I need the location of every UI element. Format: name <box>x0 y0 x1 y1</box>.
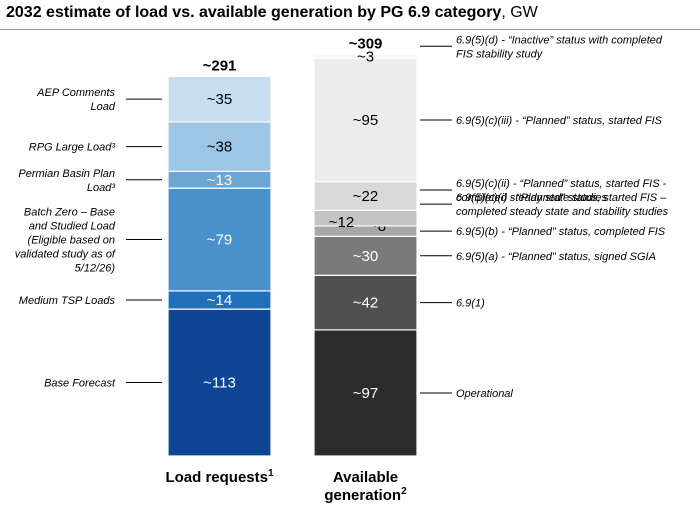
segment-annotation: Medium TSP Loads <box>19 295 116 307</box>
segment-value-label: ~79 <box>207 232 232 249</box>
category-label-load-requests: Load requests1 <box>165 468 274 486</box>
segment-annotation: Operational <box>456 388 513 400</box>
bar-segment-available-generation-7 <box>313 57 418 183</box>
segment-value-label: ~38 <box>207 139 232 156</box>
segment-annotation: 6.9(5)(a) - “Planned” status, signed SGI… <box>456 251 656 263</box>
bar-segment-available-generation-3 <box>313 235 418 276</box>
segment-value-label: ~3 <box>357 48 374 65</box>
segment-annotation: Batch Zero – Base and Studied Load (Eligib… <box>15 207 116 275</box>
bar-segment-available-generation-2 <box>313 274 418 331</box>
segment-annotation: 6.9(5)(c)(i) - “Planned” status, started… <box>456 192 669 218</box>
bar-segment-available-generation-8 <box>313 53 418 59</box>
bar-segment-load-requests-6 <box>167 75 272 123</box>
bar-total-label: ~291 <box>203 57 237 74</box>
bar-segment-load-requests-3 <box>167 187 272 292</box>
chart-title-main: 2032 estimate of load vs. available gene… <box>6 4 502 21</box>
segment-value-label: ~42 <box>353 295 378 312</box>
segment-annotation: 6.9(5)(d) - “Inactive” status with compl… <box>456 34 663 60</box>
segment-value-label: ~13 <box>207 172 232 189</box>
segment-annotation: Permian Basin Plan Load³ <box>18 168 115 194</box>
bar-total-label: ~309 <box>349 35 383 52</box>
bar-segment-available-generation-6 <box>313 181 418 211</box>
segment-value-label: ~95 <box>353 112 378 129</box>
segment-value-label: ~12 <box>329 214 354 231</box>
chart-title-unit: , GW <box>501 4 538 21</box>
segment-annotation: AEP Comments Load <box>36 87 116 113</box>
segment-value-label: ~22 <box>353 188 378 205</box>
segment-value-label: ~30 <box>353 248 378 265</box>
segment-value-label: ~97 <box>353 385 378 402</box>
segment-annotation: 6.9(5)(c)(iii) - “Planned” status, start… <box>456 115 663 127</box>
segment-annotation: 6.9(5)(c)(ii) - “Planned” status, starte… <box>456 178 667 204</box>
segment-value-label: ~35 <box>207 91 232 108</box>
category-label-available-generation: Available generation2 <box>324 469 407 504</box>
title-divider <box>0 29 700 30</box>
segment-value-label: ~14 <box>207 292 232 309</box>
bar-segment-load-requests-1 <box>167 308 272 457</box>
segment-annotation: 6.9(5)(b) - “Planned” status, completed … <box>456 226 666 238</box>
segment-annotation: 6.9(1) <box>456 298 485 310</box>
bar-segment-available-generation-1 <box>313 329 418 457</box>
segment-annotation: RPG Large Load³ <box>29 142 116 154</box>
segment-annotation: Base Forecast <box>44 378 116 390</box>
chart-title: 2032 estimate of load vs. available gene… <box>6 4 538 22</box>
segment-value-label: ~113 <box>203 375 236 392</box>
